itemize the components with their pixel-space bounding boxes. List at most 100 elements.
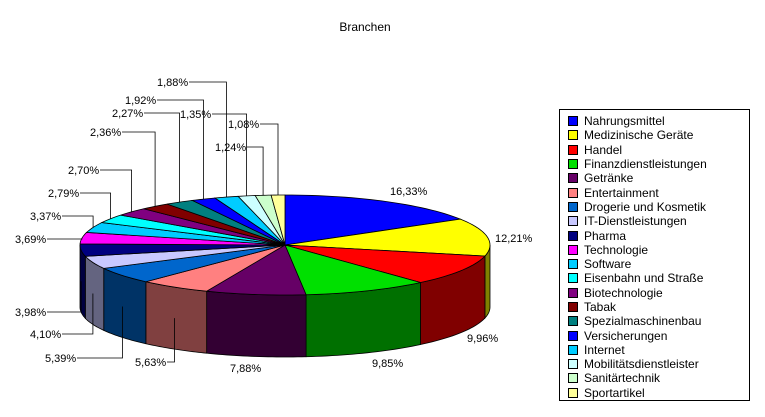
legend-item-drogerie-und-kosmetik: Drogerie und Kosmetik bbox=[568, 200, 749, 214]
slice-spezialmaschinenbau bbox=[167, 199, 286, 246]
leader-line bbox=[77, 306, 123, 359]
legend-item-internet: Internet bbox=[568, 343, 749, 357]
leader-line bbox=[212, 113, 248, 196]
data-label: 3,98% bbox=[15, 307, 46, 319]
leader-line bbox=[144, 112, 180, 203]
legend-label: Medizinische Geräte bbox=[584, 128, 694, 143]
leader-line bbox=[62, 215, 94, 228]
legend-label: Finanzdienstleistungen bbox=[584, 157, 707, 172]
legend-label: Spezialmaschinenbau bbox=[584, 314, 702, 329]
legend-swatch bbox=[568, 216, 578, 227]
legend: Nahrungsmittel Medizinische Geräte Handel F… bbox=[559, 109, 750, 401]
slice-it-dienstleistungen bbox=[84, 244, 286, 269]
data-label: 5,63% bbox=[135, 357, 166, 369]
data-label: 1,08% bbox=[228, 119, 259, 131]
pie-sides bbox=[79, 244, 491, 358]
data-label: 2,27% bbox=[112, 108, 143, 120]
legend-swatch bbox=[568, 273, 578, 284]
legend-item-eisenbahn-und-strasse: Eisenbahn und Straße bbox=[568, 271, 749, 285]
leader-line bbox=[167, 318, 175, 363]
legend-swatch bbox=[568, 187, 578, 198]
data-label: 16,33% bbox=[390, 186, 428, 198]
legend-swatch bbox=[568, 116, 578, 127]
legend-swatch bbox=[568, 259, 578, 270]
legend-label: Internet bbox=[584, 342, 625, 357]
legend-label: IT-Dienstleistungen bbox=[584, 214, 687, 229]
legend-swatch bbox=[568, 173, 578, 184]
legend-label: Nahrungsmittel bbox=[584, 114, 665, 129]
leader-line bbox=[157, 99, 204, 200]
data-label: 9,85% bbox=[372, 358, 403, 370]
legend-label: Sanitärtechnik bbox=[584, 371, 661, 386]
legend-item-medizinische-geraete: Medizinische Geräte bbox=[568, 128, 749, 142]
slice-medizinische-geraete bbox=[284, 218, 491, 257]
slice-side-medizinische-geraete bbox=[484, 244, 491, 320]
slice-software bbox=[85, 222, 286, 246]
data-label: 4,10% bbox=[30, 329, 61, 341]
slice-eisenbahn-und-strasse bbox=[100, 214, 286, 246]
pie-top bbox=[79, 194, 491, 296]
slice-biotechnologie bbox=[120, 208, 286, 246]
data-label: 9,96% bbox=[467, 333, 498, 345]
slice-drogerie-und-kosmetik bbox=[102, 244, 286, 283]
legend-label: Mobilitätsdienstleister bbox=[584, 357, 699, 372]
legend-label: Entertainment bbox=[584, 185, 659, 200]
chart-title: Branchen bbox=[339, 20, 391, 34]
legend-label: Sportartikel bbox=[584, 385, 645, 400]
data-labels: 16,33% 12,21% 9,96% 9,85% 7,88% 5,63% 5,39% 4,1… bbox=[15, 77, 533, 375]
legend-item-tabak: Tabak bbox=[568, 300, 749, 314]
legend-swatch bbox=[568, 130, 578, 141]
legend-label: Eisenbahn und Straße bbox=[584, 271, 704, 286]
legend-item-nahrungsmittel: Nahrungsmittel bbox=[568, 114, 749, 128]
legend-swatch bbox=[568, 159, 578, 170]
leader-line bbox=[80, 192, 111, 219]
legend-label: Pharma bbox=[584, 228, 627, 243]
legend-swatch bbox=[568, 244, 578, 255]
data-label: 3,37% bbox=[30, 211, 61, 223]
legend-label: Technologie bbox=[584, 242, 649, 257]
legend-item-getraenke: Getränke bbox=[568, 171, 749, 185]
legend-swatch bbox=[568, 373, 578, 384]
slice-side-entertainment bbox=[145, 281, 208, 354]
legend-label: Handel bbox=[584, 142, 623, 157]
slice-versicherungen bbox=[190, 197, 286, 246]
slice-handel bbox=[284, 244, 486, 283]
leader-line bbox=[62, 293, 94, 335]
legend-swatch bbox=[568, 387, 578, 398]
data-label: 1,88% bbox=[157, 77, 188, 89]
legend-swatch bbox=[568, 230, 578, 241]
legend-label: Getränke bbox=[584, 171, 634, 186]
leader-line bbox=[47, 281, 82, 313]
legend-item-sanitaertechnik: Sanitärtechnik bbox=[568, 371, 749, 385]
legend-swatch bbox=[568, 287, 578, 298]
legend-label: Biotechnologie bbox=[584, 285, 663, 300]
leader-line bbox=[260, 123, 279, 195]
legend-item-finanzdienstleistungen: Finanzdienstleistungen bbox=[568, 157, 749, 171]
data-label: 7,88% bbox=[230, 363, 261, 375]
slice-getraenke bbox=[205, 244, 307, 296]
slice-finanzdienstleistungen bbox=[284, 244, 421, 296]
legend-label: Tabak bbox=[584, 300, 617, 314]
legend-label: Versicherungen bbox=[584, 328, 668, 343]
data-label: 2,79% bbox=[48, 188, 79, 200]
legend-item-biotechnologie: Biotechnologie bbox=[568, 286, 749, 300]
data-label: 12,21% bbox=[495, 233, 533, 245]
legend-label: Drogerie und Kosmetik bbox=[584, 199, 707, 214]
data-label: 3,69% bbox=[15, 234, 46, 246]
data-label: 2,36% bbox=[90, 127, 121, 139]
data-label: 1,35% bbox=[180, 109, 211, 121]
legend-swatch bbox=[568, 302, 578, 312]
slice-entertainment bbox=[145, 244, 286, 292]
leader-line bbox=[100, 169, 133, 212]
legend-swatch bbox=[568, 316, 578, 327]
legend-item-pharma: Pharma bbox=[568, 228, 749, 243]
slice-side-getraenke bbox=[206, 290, 307, 358]
legend-swatch bbox=[568, 344, 578, 355]
data-label: 1,24% bbox=[215, 142, 246, 154]
legend-swatch bbox=[568, 201, 578, 212]
legend-item-handel: Handel bbox=[568, 143, 749, 157]
legend-label: Software bbox=[584, 257, 632, 272]
leader-line bbox=[47, 238, 83, 240]
legend-item-technologie: Technologie bbox=[568, 243, 749, 257]
